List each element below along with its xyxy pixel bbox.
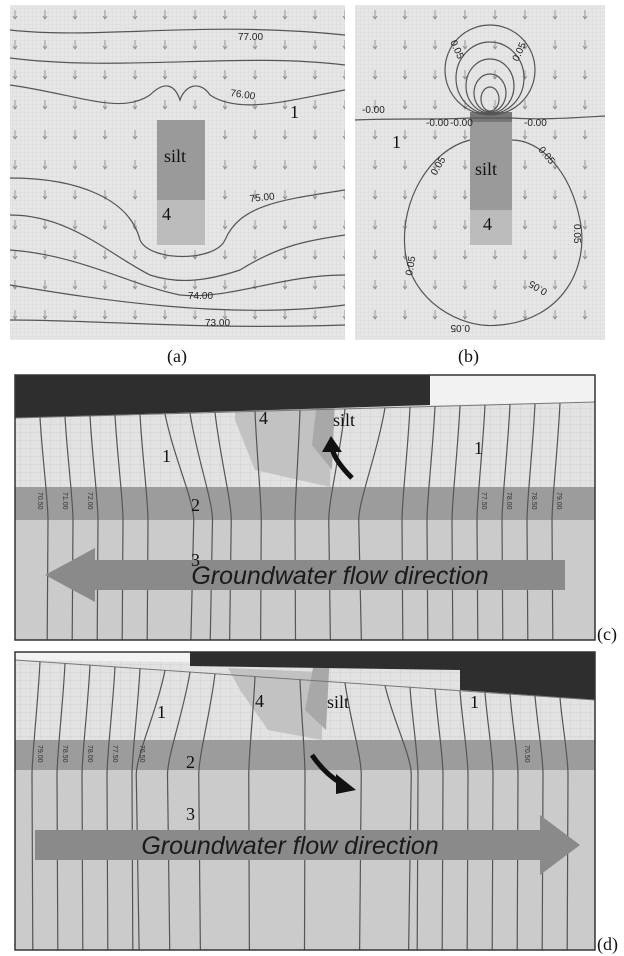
equipotential-line bbox=[328, 408, 346, 640]
contour-label: 72.00 bbox=[86, 492, 93, 510]
equipotential-line bbox=[299, 679, 306, 950]
arrow-label: Groundwater flow direction bbox=[141, 832, 438, 860]
contour-label: 0.05 bbox=[450, 322, 470, 333]
contour-label: 74.00 bbox=[188, 291, 213, 302]
contour-label: 79.00 bbox=[36, 745, 43, 763]
equipotential-line bbox=[526, 403, 536, 640]
equipotential-line bbox=[484, 692, 494, 950]
arrow-label: Groundwater flow direction bbox=[191, 562, 488, 590]
zone-label: silt bbox=[475, 159, 497, 179]
equipotential-line bbox=[344, 682, 362, 950]
caption: (a) bbox=[167, 346, 187, 367]
equipotential-line bbox=[139, 414, 149, 640]
equipotential-line bbox=[166, 671, 191, 950]
zone-label: 4 bbox=[259, 408, 268, 428]
equipotential-line bbox=[551, 402, 561, 640]
contour-label: 79.00 bbox=[555, 492, 562, 510]
contour-label: 77.00 bbox=[238, 32, 263, 43]
equipotential-line bbox=[114, 415, 124, 640]
equipotential-line bbox=[401, 407, 411, 640]
equipotential-line bbox=[459, 690, 469, 950]
zone-label: 4 bbox=[162, 204, 171, 224]
contour-label: 0.05 bbox=[404, 255, 418, 277]
contour-label: 77.50 bbox=[111, 745, 118, 763]
zone-label: 1 bbox=[162, 446, 171, 466]
contour-label: 76.00 bbox=[230, 88, 257, 102]
zone-label: 2 bbox=[186, 752, 195, 772]
equipotential-line bbox=[131, 668, 141, 950]
contour-label: 78.50 bbox=[530, 492, 537, 510]
equipotential-line bbox=[384, 685, 412, 950]
zone-label: silt bbox=[164, 146, 186, 166]
zone-label: 4 bbox=[255, 691, 264, 711]
equipotential-line bbox=[426, 406, 436, 640]
contour-label: 73.00 bbox=[205, 318, 230, 329]
contour-label: -0.00 bbox=[450, 118, 473, 129]
zone-label: silt bbox=[327, 692, 349, 712]
panel-d: Groundwater flow direction 1 4 silt 1 2 … bbox=[14, 651, 618, 955]
zone-label: 1 bbox=[290, 102, 299, 122]
equipotential-line bbox=[501, 404, 511, 640]
contour-label: 78.00 bbox=[86, 745, 93, 763]
equipotential-line bbox=[294, 410, 301, 640]
equipotential-line bbox=[189, 413, 214, 640]
equipotential-line bbox=[509, 694, 519, 950]
contour-label: 78.00 bbox=[505, 492, 512, 510]
equipotential-line bbox=[409, 687, 419, 950]
contour-label: 70.50 bbox=[36, 492, 43, 510]
caption: (d) bbox=[597, 934, 618, 955]
caption: (c) bbox=[597, 624, 617, 645]
equipotential-line bbox=[451, 405, 461, 640]
equipotential-line bbox=[434, 688, 444, 950]
contour-label: 0.05 bbox=[571, 224, 582, 244]
equipotential-line bbox=[56, 663, 66, 950]
contour-label: -0.00 bbox=[362, 105, 385, 116]
contour-label: 77.50 bbox=[480, 492, 487, 510]
equipotential-line bbox=[81, 665, 91, 950]
contour-label: -0.00 bbox=[426, 118, 449, 129]
contour-label: 71.00 bbox=[61, 492, 68, 510]
zone-label: 1 bbox=[392, 132, 401, 152]
equipotential-line bbox=[39, 417, 49, 640]
equipotential-line bbox=[358, 407, 386, 640]
contour-label: 78.50 bbox=[61, 745, 68, 763]
zone-label: 2 bbox=[191, 495, 200, 515]
equipotential-line bbox=[559, 697, 569, 950]
zone-label: 1 bbox=[474, 438, 483, 458]
equipotential-line bbox=[64, 416, 74, 640]
equipotential-line bbox=[534, 695, 544, 950]
zone-label: silt bbox=[333, 410, 355, 430]
equipotential-line bbox=[106, 666, 116, 950]
equipotential-line bbox=[89, 415, 99, 640]
caption: (b) bbox=[458, 346, 479, 367]
equipotential-line bbox=[31, 661, 41, 950]
panel-c: Groundwater flow direction 1 4 silt 1 2 … bbox=[14, 374, 617, 645]
equipotential-line bbox=[476, 405, 486, 640]
zone-label: 3 bbox=[186, 804, 195, 824]
zone-label: 1 bbox=[470, 692, 479, 712]
contour-label: -0.00 bbox=[524, 118, 547, 129]
equipotential-line bbox=[198, 673, 216, 950]
equipotential-line bbox=[135, 670, 166, 950]
zone-label: 3 bbox=[191, 550, 200, 570]
panel-a: 77.00 76.00 75.00 74.00 73.00 1 silt 4 (… bbox=[9, 5, 346, 367]
zone-label: 4 bbox=[483, 214, 492, 234]
contour-label: 76.50 bbox=[138, 745, 145, 763]
zone-label: 1 bbox=[157, 702, 166, 722]
contour-label: 70.50 bbox=[523, 745, 530, 763]
equipotential-line bbox=[214, 412, 232, 640]
equipotential-line bbox=[164, 413, 195, 640]
panel-b: -0.00 -0.00 -0.00 -0.00 0.05 0.05 0.05 0… bbox=[354, 5, 606, 367]
contour-label: 75.00 bbox=[249, 191, 275, 205]
equipotential-line bbox=[254, 411, 262, 640]
equipotential-line bbox=[248, 676, 256, 950]
